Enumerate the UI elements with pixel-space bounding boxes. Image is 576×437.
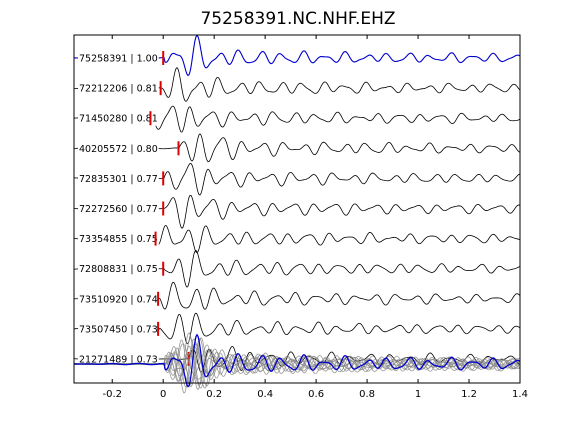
trace-label-6: 73354855 | 0.75 (79, 234, 158, 245)
x-tick-label-0: -0.2 (102, 389, 122, 400)
x-tick-label-6: 1 (415, 389, 421, 400)
x-tick-label-3: 0.4 (257, 389, 273, 400)
stack-reference-line (73, 333, 521, 388)
x-tick-label-2: 0.2 (206, 389, 222, 400)
traces-layer: 75258391 | 1.00 72212206 | 0.81 71450280 |… (73, 34, 521, 373)
x-tick-label-4: 0.6 (308, 389, 324, 400)
trace-label-7: 72808831 | 0.75 (79, 264, 158, 275)
x-tick-label-8: 1.4 (512, 389, 528, 400)
trace-label-background-7 (78, 263, 159, 277)
x-tick-label-7: 1.2 (461, 389, 477, 400)
trace-label-2: 71450280 | 0.81 (79, 114, 158, 125)
trace-label-background-1 (78, 82, 159, 96)
trace-label-0: 75258391 | 1.00 (79, 54, 158, 65)
x-tick-label-1: 0 (160, 389, 166, 400)
trace-label-8: 73510920 | 0.74 (79, 294, 158, 305)
chart-title: 75258391.NC.NHF.EHZ (200, 9, 395, 29)
trace-label-background-4 (78, 172, 159, 186)
trace-label-4: 72835301 | 0.77 (79, 174, 158, 185)
trace-label-1: 72212206 | 0.81 (79, 84, 158, 95)
x-tick-label-5: 0.8 (359, 389, 375, 400)
axes-frame (73, 34, 521, 384)
trace-label-background-8 (78, 293, 159, 307)
trace-label-5: 72272560 | 0.77 (79, 204, 158, 215)
axes-layer: -0.2 0 0.2 0.4 0.6 0.8 1 1.2 1.4 (73, 34, 528, 400)
trace-label-3: 40205572 | 0.80 (79, 144, 158, 155)
stack-layer (73, 332, 521, 394)
trace-label-background-5 (78, 203, 159, 216)
stack-line-7 (73, 342, 521, 388)
trace-label-background-6 (78, 233, 159, 247)
trace-label-10: 21271489 | 0.73 (79, 355, 158, 366)
trace-label-background-9 (78, 323, 159, 337)
trace-label-background-0 (78, 52, 159, 66)
trace-label-background-3 (78, 142, 159, 156)
trace-label-background-2 (78, 112, 159, 126)
trace-label-9: 73507450 | 0.73 (79, 324, 158, 335)
